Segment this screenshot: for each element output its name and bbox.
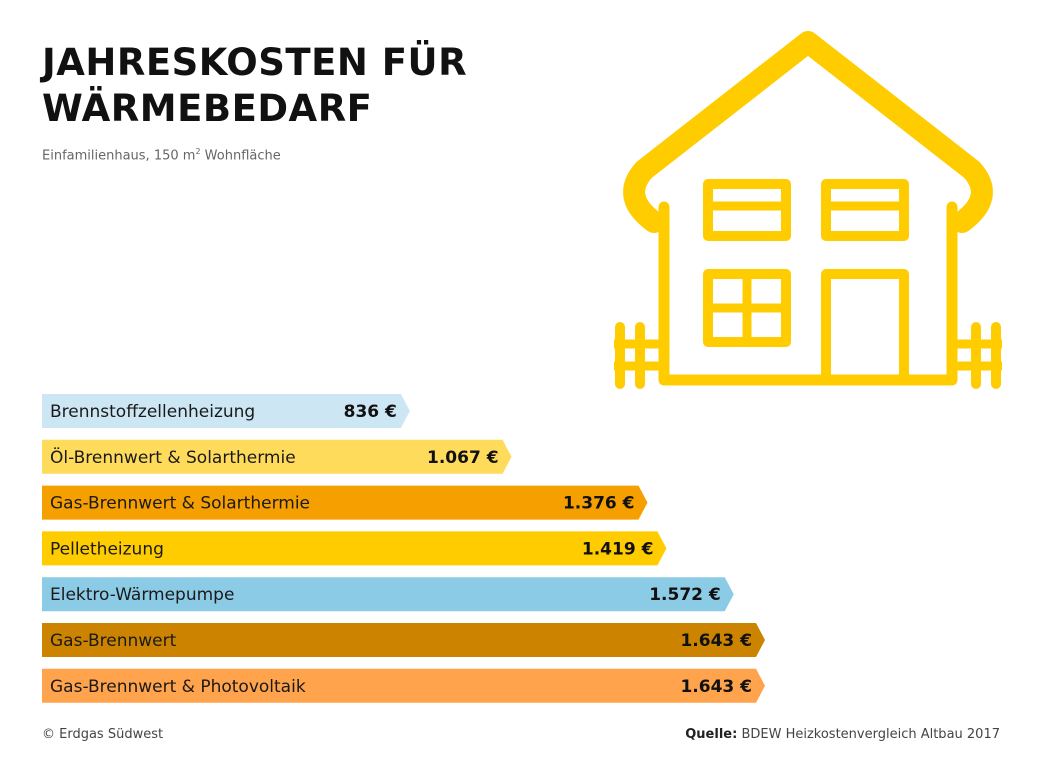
chart-subtitle: Einfamilienhaus, 150 m2 Wohnfläche xyxy=(42,147,281,163)
source-label: Quelle: xyxy=(685,727,738,742)
copyright-note: © Erdgas Südwest xyxy=(42,727,164,742)
category-label: Elektro-Wärmepumpe xyxy=(50,585,234,605)
value-label: 1.419 € xyxy=(582,539,654,559)
bar-row: Gas-Brennwert & Photovoltaik 1.643 € xyxy=(42,668,765,703)
bar xyxy=(42,485,648,520)
category-label: Brennstoffzellenheizung xyxy=(50,402,255,422)
bar xyxy=(42,394,410,428)
bar-row: Brennstoffzellenheizung 836 € xyxy=(42,394,410,428)
value-label: 836 € xyxy=(344,402,397,422)
title-line-2: WÄRMEBEDARF xyxy=(42,87,373,130)
value-label: 1.572 € xyxy=(649,585,721,605)
subtitle-superscript: 2 xyxy=(195,147,201,156)
chart-title: JAHRESKOSTEN FÜR WÄRMEBEDARF xyxy=(42,40,467,132)
subtitle-suffix: Wohnfläche xyxy=(200,148,281,164)
bar xyxy=(42,623,765,657)
bar-row: Gas-Brennwert & Solarthermie 1.376 € xyxy=(42,485,648,520)
value-label: 1.376 € xyxy=(563,494,635,514)
value-label: 1.643 € xyxy=(680,631,752,651)
value-label: 1.643 € xyxy=(680,677,752,697)
bar-row: Pelletheizung 1.419 € xyxy=(42,531,667,566)
bar xyxy=(42,577,734,612)
bar-row: Öl-Brennwert & Solarthermie 1.067 € xyxy=(42,439,512,474)
bar-row: Gas-Brennwert 1.643 € xyxy=(42,623,765,657)
category-label: Gas-Brennwert & Photovoltaik xyxy=(50,677,306,697)
source-text: BDEW Heizkostenvergleich Altbau 2017 xyxy=(737,727,1000,742)
house-icon xyxy=(614,31,1002,389)
category-label: Öl-Brennwert & Solarthermie xyxy=(50,446,296,468)
source-note: Quelle: BDEW Heizkostenvergleich Altbau … xyxy=(685,727,1000,742)
title-line-1: JAHRESKOSTEN FÜR xyxy=(42,41,468,84)
value-label: 1.067 € xyxy=(427,448,499,468)
bar xyxy=(42,439,512,474)
bar xyxy=(42,668,765,703)
subtitle-prefix: Einfamilienhaus, 150 m xyxy=(42,148,196,164)
category-label: Pelletheizung xyxy=(50,539,164,559)
bar xyxy=(42,531,667,566)
category-label: Gas-Brennwert & Solarthermie xyxy=(50,494,310,514)
bar-row: Elektro-Wärmepumpe 1.572 € xyxy=(42,577,734,612)
category-label: Gas-Brennwert xyxy=(50,631,177,651)
